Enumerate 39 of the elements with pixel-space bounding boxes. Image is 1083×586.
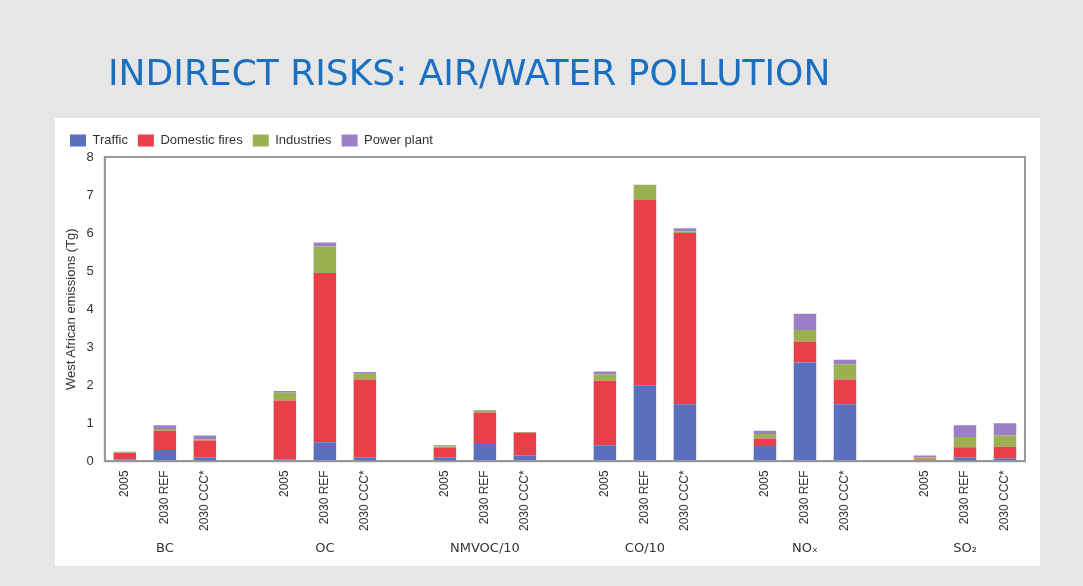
- x-tick-label: 2030 CCC*: [197, 469, 212, 532]
- x-tick-label: 2030 REF: [157, 470, 172, 525]
- x-tick-label: 2030 CCC*: [837, 469, 852, 532]
- x-tick-label: 2030 CCC*: [517, 469, 532, 532]
- x-tick-label: 2030 CCC*: [677, 469, 692, 532]
- x-tick-label: 2030 CCC*: [997, 469, 1012, 532]
- y-tick-label: 5: [86, 262, 94, 278]
- x-tick-label: 2030 REF: [637, 470, 652, 525]
- y-tick-label: 2: [86, 376, 94, 392]
- x-tick-label: 2005: [917, 469, 932, 498]
- text: BC: [155, 539, 174, 555]
- x-tick-label: 2005: [437, 469, 452, 498]
- text: NOₓ: [792, 539, 819, 555]
- x-tick-label: 2005: [757, 469, 772, 498]
- y-tick-label: 3: [86, 338, 94, 354]
- x-tick-label: 2030 REF: [957, 470, 972, 525]
- y-tick-label: 1: [86, 414, 94, 430]
- y-tick-label: 8: [86, 148, 94, 164]
- x-tick-label: 2030 REF: [797, 470, 812, 525]
- legend-label: Domestic fires: [160, 132, 244, 148]
- text: SO₂: [953, 539, 977, 555]
- text: OC: [315, 539, 335, 555]
- x-tick-label: 2005: [597, 469, 612, 498]
- chart-title: INDIRECT RISKS: AIR/WATER POLLUTION: [108, 52, 831, 93]
- x-tick-label: 2005: [117, 469, 132, 498]
- legend-label: Power plant: [364, 132, 434, 148]
- x-tick-label: 2030 REF: [477, 470, 492, 525]
- x-tick-label: 2005: [277, 469, 292, 498]
- y-axis-title: West African emissions (Tg): [63, 228, 79, 390]
- legend-label: Industries: [275, 132, 333, 148]
- text: NMVOC/10: [449, 539, 520, 555]
- x-tick-label: 2030 REF: [317, 470, 332, 525]
- y-tick-label: 0: [86, 452, 94, 468]
- y-tick-label: 6: [86, 224, 94, 240]
- x-tick-label: 2030 CCC*: [357, 469, 372, 532]
- legend-label: Traffic: [92, 132, 129, 148]
- y-tick-label: 7: [86, 186, 94, 202]
- y-tick-label: 4: [86, 300, 94, 316]
- text: CO/10: [624, 539, 666, 555]
